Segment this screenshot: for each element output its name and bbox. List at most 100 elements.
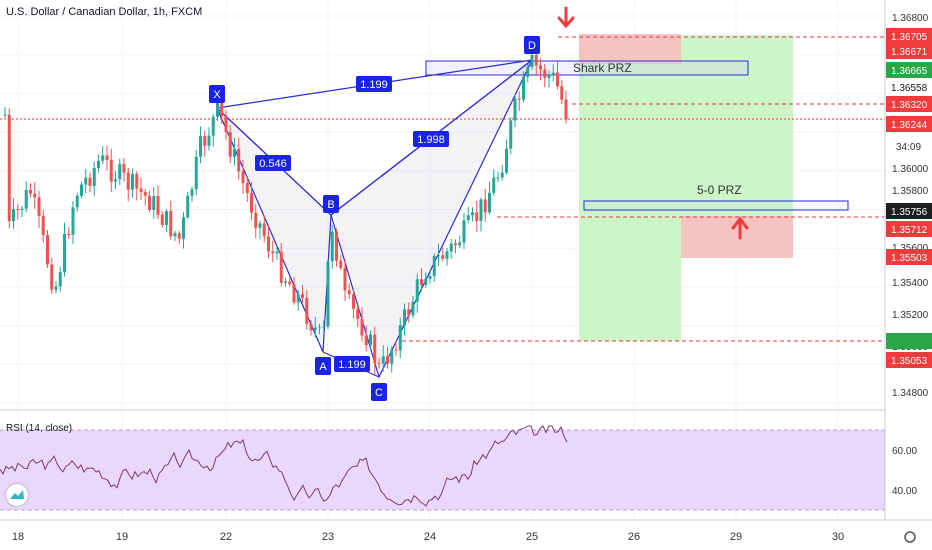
candle-body (3, 114, 7, 116)
candle-body (309, 323, 313, 331)
candle-body (415, 279, 419, 302)
point-label-a-bg (315, 357, 331, 375)
pattern-labels: X A B C D 1.199 0.546 1.998 1.199 Shark PRZ 5-0 PR… (209, 6, 749, 401)
candle-body (347, 290, 351, 295)
candle-body (233, 149, 236, 157)
candle-body (224, 116, 228, 133)
candle-body (343, 267, 347, 291)
candle-body (58, 272, 62, 287)
point-label-b: B (327, 199, 334, 211)
price-tag-bg (886, 203, 932, 219)
candle-body (37, 197, 41, 217)
candle-body (517, 98, 521, 100)
target-zone-2 (681, 35, 793, 216)
price-tag-green-bar (886, 333, 932, 349)
candle-body (156, 196, 160, 215)
candle-body (513, 98, 517, 121)
candle-body (101, 155, 105, 161)
candle-body (237, 149, 241, 172)
y-tick-label: 1.36000 (892, 164, 929, 175)
candle-body (143, 192, 147, 196)
stop-zone (579, 34, 681, 64)
price-tag-bg (886, 43, 932, 59)
candle-body (360, 318, 364, 336)
candle-body (492, 177, 496, 193)
candle-body (203, 136, 207, 146)
price-axis: 1.368001.366001.364001.360001.358001.356… (884, 0, 932, 550)
candle-body (471, 212, 474, 216)
candle-body (186, 195, 190, 218)
ratio-label: 1.998 (417, 134, 445, 146)
candle-body (135, 174, 139, 189)
point-label-d-bg (524, 36, 540, 54)
candle-body (114, 179, 117, 182)
candle-body (20, 208, 24, 210)
candle-body (301, 294, 304, 298)
shark-prz-box (425, 60, 749, 76)
price-tag: 1.36244 (891, 120, 928, 131)
candle-body (29, 189, 32, 194)
price-tag: 1.36671 (891, 47, 928, 58)
chart-title: U.S. Dollar / Canadian Dollar, 1h, FXCM (6, 6, 203, 18)
candle-body (292, 284, 296, 303)
price-tag-bg (886, 116, 932, 132)
candle-body (275, 251, 279, 254)
x-tick-label: 29 (730, 531, 742, 543)
y-tick-label: 1.35800 (892, 186, 929, 197)
candle-body (296, 294, 300, 303)
tradingview-logo-icon[interactable] (6, 484, 28, 506)
rsi-tick-label: 40.00 (892, 486, 917, 497)
candle-body (24, 189, 28, 209)
candle-body (424, 278, 428, 286)
candle-body (271, 251, 275, 254)
candle-body (67, 233, 71, 235)
candle-body (177, 233, 181, 239)
candle-body (547, 75, 551, 78)
candle-body (373, 334, 377, 364)
x-tick-label: 18 (12, 531, 24, 543)
candle-body (12, 209, 15, 222)
price-tag: 1.36320 (891, 100, 928, 111)
candle-body (556, 72, 559, 87)
candle-body (250, 193, 253, 213)
candle-body (199, 136, 202, 157)
target-zone (579, 35, 681, 341)
candle-body (407, 309, 411, 316)
point-label-a: A (319, 361, 327, 373)
candle-body (445, 251, 449, 259)
candle-body (420, 279, 423, 286)
price-tag: 1.35756 (891, 207, 928, 218)
candle-body (75, 195, 79, 208)
x-tick-label: 26 (628, 531, 640, 543)
candle-body (394, 349, 398, 351)
price-tag-bg (886, 249, 932, 265)
candle-body (551, 72, 555, 76)
candle-body (509, 120, 513, 149)
point-label-b-bg (323, 195, 339, 213)
candle-body (539, 65, 542, 70)
candle-body (466, 215, 470, 221)
down-arrow-icon (557, 6, 575, 29)
candle-body (173, 233, 177, 237)
candle-body (530, 54, 534, 67)
price-tag-bg (886, 352, 932, 368)
x-tick-label: 23 (322, 531, 334, 543)
up-arrow-icon (731, 216, 749, 240)
x-tick-label: 19 (116, 531, 128, 543)
candle-body (148, 195, 151, 210)
y-tick-label: 1.34800 (892, 388, 929, 399)
countdown-bg (886, 138, 932, 154)
x-tick-label: 24 (424, 531, 436, 543)
price-tag-bg (886, 221, 932, 237)
candle-body (386, 356, 389, 364)
candle-body (97, 160, 100, 168)
candle-body (318, 327, 321, 329)
y-tick-label: 1.35400 (892, 278, 929, 289)
candle-body (207, 135, 211, 146)
rsi-line (0, 425, 568, 507)
candle-body (390, 349, 394, 364)
point-label-x-bg (209, 85, 225, 103)
candle-body (71, 207, 75, 235)
candle-body (267, 236, 270, 252)
